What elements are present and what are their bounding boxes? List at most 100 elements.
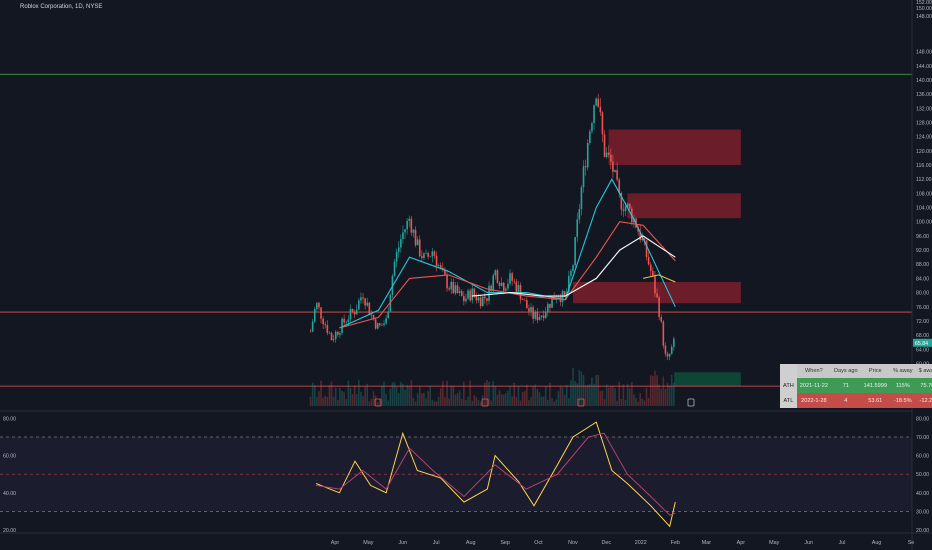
volume-bar xyxy=(532,386,534,406)
volume-bar xyxy=(458,390,461,406)
volume-bar xyxy=(435,401,438,406)
volume-bar xyxy=(393,382,396,406)
candle-body xyxy=(339,332,341,335)
header-usd: $ away xyxy=(915,364,932,378)
volume-bar xyxy=(364,386,366,406)
volume-bar xyxy=(341,391,343,406)
candle-body xyxy=(521,299,524,300)
candle-body xyxy=(370,314,373,316)
zone-box xyxy=(627,193,741,219)
candle-body xyxy=(647,257,650,265)
time-tick-label: May xyxy=(769,540,779,546)
candle-body xyxy=(496,270,499,283)
volume-bar xyxy=(324,395,327,406)
volume-bar xyxy=(450,386,453,406)
horizontal-lines-layer xyxy=(0,73,912,387)
header-price: Price xyxy=(860,364,890,378)
candle-body xyxy=(404,229,406,233)
zone-box xyxy=(674,372,741,387)
candle-body xyxy=(343,318,345,323)
volume-bar xyxy=(626,384,629,406)
volume-bar xyxy=(397,392,400,406)
volume-bar xyxy=(429,385,432,406)
volume-bar xyxy=(406,384,408,406)
volume-bar xyxy=(330,381,333,406)
price-tick-label: 140.00 xyxy=(916,78,932,84)
volume-bar xyxy=(395,387,398,406)
time-tick-label: Jun xyxy=(804,540,813,546)
volume-bar xyxy=(544,386,547,406)
candle-body xyxy=(328,332,331,334)
volume-bar xyxy=(374,395,377,406)
volume-bar xyxy=(591,377,593,406)
candle-body xyxy=(439,265,442,268)
candle-body xyxy=(463,296,465,302)
candle-body xyxy=(322,318,324,325)
candle-body xyxy=(345,321,348,323)
cell: 141.5999 xyxy=(860,378,890,393)
volume-bar xyxy=(463,381,465,406)
volume-bar xyxy=(624,399,627,406)
time-tick-label: Oct xyxy=(534,540,543,546)
cell: 115% xyxy=(889,378,916,393)
candle-body xyxy=(649,264,652,271)
candle-body xyxy=(412,229,415,233)
candle-body xyxy=(547,303,549,312)
candle-body xyxy=(416,239,419,246)
candle-body xyxy=(454,285,457,294)
volume-bar xyxy=(639,393,642,406)
candle-body xyxy=(515,281,518,292)
volume-bar xyxy=(355,394,358,406)
candle-body xyxy=(477,297,480,301)
candle-body xyxy=(601,112,604,135)
candle-body xyxy=(465,298,467,302)
moving-average-line xyxy=(471,235,676,297)
rsi-panel: 80.00 60.00 40.00 20.00 80.00 70.00 60.00 50.00… xyxy=(0,416,929,534)
volume-bar xyxy=(656,375,658,406)
volume-bar xyxy=(614,387,616,406)
candle-body xyxy=(595,98,597,106)
volume-bar xyxy=(456,393,459,406)
candle-body xyxy=(620,193,623,210)
price-tick-label: 128.00 xyxy=(916,120,932,126)
candle-body xyxy=(320,307,322,319)
candle-body xyxy=(383,323,385,326)
candle-body xyxy=(637,227,639,232)
candle-body xyxy=(400,239,402,248)
price-tick-label: 68.00 xyxy=(916,333,929,339)
candle-body xyxy=(498,282,501,286)
volume-bar xyxy=(328,384,331,406)
volume-bar xyxy=(586,384,589,406)
volume-bar xyxy=(551,397,553,406)
volume-bar xyxy=(666,382,669,406)
candle-body xyxy=(425,253,427,254)
candle-body xyxy=(607,152,610,155)
zone-box xyxy=(608,129,741,166)
volume-bar xyxy=(408,386,411,406)
candle-body xyxy=(364,298,366,306)
candle-body xyxy=(576,219,579,237)
volume-bar xyxy=(402,383,404,406)
candle-body xyxy=(666,353,669,357)
volume-bar xyxy=(473,395,476,406)
candle-body xyxy=(349,308,352,320)
volume-bar xyxy=(425,398,427,406)
volume-bar xyxy=(318,391,320,406)
candle-body xyxy=(570,270,572,277)
volume-bar xyxy=(649,375,652,406)
candle-body xyxy=(358,300,360,310)
volume-bar xyxy=(523,391,526,406)
volume-bar xyxy=(572,367,574,406)
candle-body xyxy=(654,276,656,294)
candle-body xyxy=(507,283,509,289)
candle-body xyxy=(431,251,434,257)
volume-bar xyxy=(416,393,419,406)
candle-body xyxy=(526,300,528,309)
volume-bar xyxy=(549,382,551,406)
candle-body xyxy=(318,302,320,308)
candle-body xyxy=(668,354,671,357)
time-tick-label: Se xyxy=(908,540,915,546)
candle-body xyxy=(603,134,606,157)
volume-bar xyxy=(530,396,532,406)
